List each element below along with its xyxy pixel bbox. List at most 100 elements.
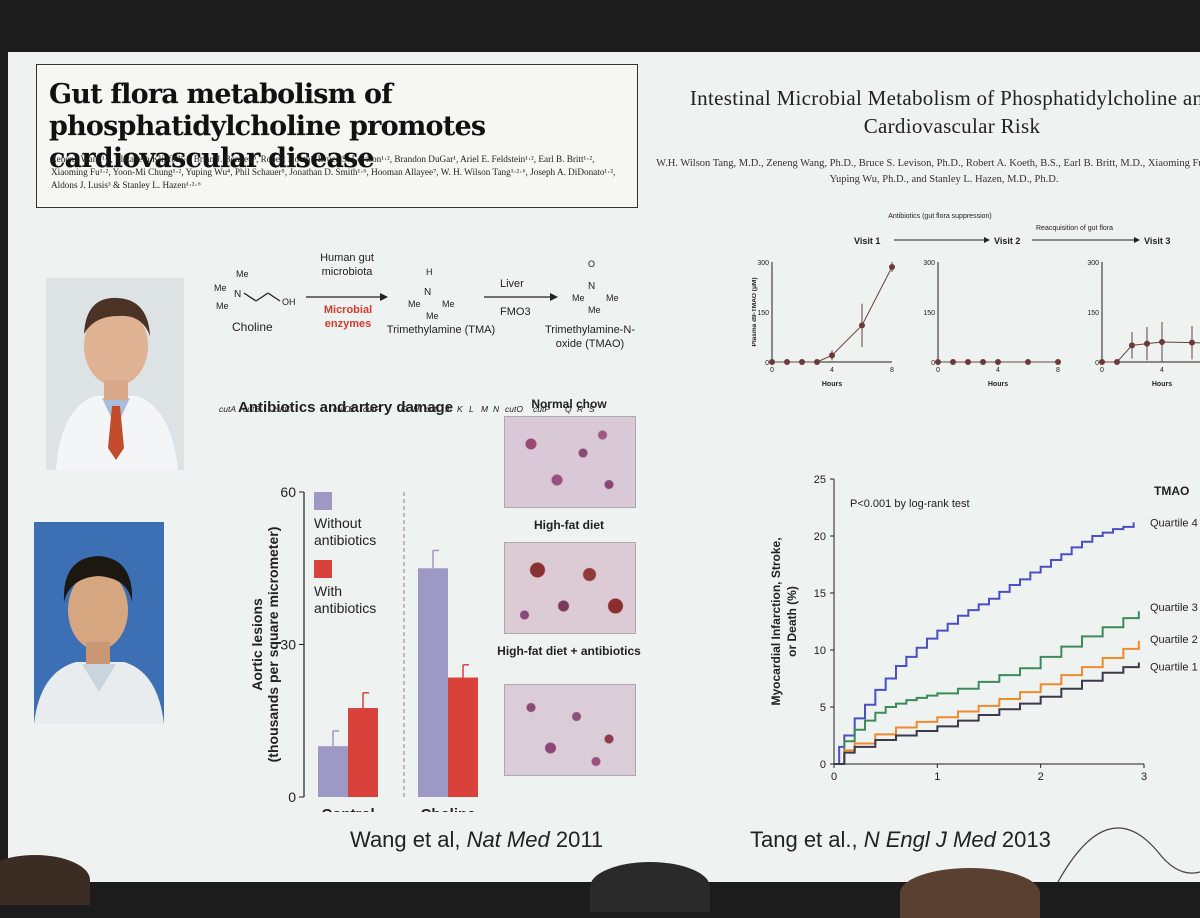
small-chart-0-xtick-1: 4 <box>830 367 834 374</box>
small-chart-0-point-0 <box>769 359 775 365</box>
svg-text:N: N <box>234 289 241 300</box>
small-chart-0-ytick-2: 300 <box>757 260 769 267</box>
citation-right-authors: Tang et al., <box>750 827 864 852</box>
decorative-curve <box>1057 827 1200 882</box>
bar-legend-line2-1: antibiotics <box>314 600 376 616</box>
audience-head-3 <box>900 868 1040 918</box>
small-chart-0-point-6 <box>889 264 895 270</box>
bar-y-tick-label-2: 60 <box>280 484 296 500</box>
visit-2-label: Visit 2 <box>994 236 1020 246</box>
portrait-1-graphic <box>46 278 184 470</box>
svg-text:Me: Me <box>606 293 619 303</box>
bar-legend-label-1: With antibiotics <box>314 583 376 616</box>
small-chart-1-point-2 <box>965 359 971 365</box>
km-series-line-0 <box>834 522 1135 765</box>
gene-label-16: Q <box>565 404 572 414</box>
small-chart-1-point-6 <box>1055 359 1061 365</box>
small-chart-2-ytick-0: 0 <box>1095 360 1099 367</box>
timeline-arrowhead-1 <box>984 237 990 243</box>
km-series-label-0: Quartile 4 <box>1150 517 1198 529</box>
arrowhead-liver <box>550 293 558 301</box>
small-chart-0-ytick-0: 0 <box>765 360 769 367</box>
km-xtick-label-2: 2 <box>1038 771 1044 782</box>
small-chart-1-ytick-1: 150 <box>923 310 935 317</box>
citation-left-authors: Wang et al, <box>350 827 467 852</box>
small-chart-1-xlabel: Hours <box>988 381 1008 388</box>
gene-label-4: E <box>349 404 355 414</box>
gene-label-18: S <box>589 404 595 414</box>
histology-label-high-fat-antibiotics: High-fat diet + antibiotics <box>497 644 641 658</box>
km-series-line-1 <box>834 611 1140 765</box>
svg-text:O: O <box>588 259 595 269</box>
km-xtick-label-1: 1 <box>934 771 940 782</box>
gene-label-11: L <box>469 404 474 414</box>
gene-label-14: cutO <box>505 404 523 414</box>
photo-researcher-2 <box>34 522 164 724</box>
citation-right-year: 2013 <box>995 827 1051 852</box>
bar-choline-series-0 <box>418 568 448 797</box>
gene-label-0: cutA <box>219 404 236 414</box>
small-chart-0-xtick-0: 0 <box>770 367 774 374</box>
small-chart-1-point-3 <box>980 359 986 365</box>
km-series-label-2: Quartile 2 <box>1150 634 1198 646</box>
small-chart-1-point-4 <box>995 359 1001 365</box>
gene-label-17: R <box>577 404 583 414</box>
km-legend-title: TMAO <box>1154 484 1189 498</box>
arrow1-bottom-label: Microbial enzymes <box>323 304 373 330</box>
small-chart-2-point-3 <box>1144 340 1150 347</box>
gene-label-8: cutI <box>425 404 439 414</box>
arrow1-top-label: Human gut microbiota <box>320 252 374 278</box>
citation-right-journal: N Engl J Med <box>863 827 996 852</box>
tma-label: Trimethylamine (TMA) <box>386 324 496 336</box>
svg-text:OH: OH <box>282 297 296 307</box>
km-pvalue-annotation: P<0.001 by log-rank test <box>850 498 970 510</box>
citation-left-year: 2011 <box>549 827 604 852</box>
portrait-2-graphic <box>34 522 164 724</box>
bar-control-series-0 <box>318 746 348 797</box>
gene-label-5: cutF <box>363 404 380 414</box>
visit-timeline: Visit 1 Antibiotics (gut flora suppressi… <box>854 213 1170 246</box>
bar-chart-plot: 0 30 60 Aortic lesions(thousands per square… <box>249 484 478 812</box>
presentation-slide: Gut flora metabolism of phosphatidylchol… <box>8 52 1200 882</box>
visit-1-label: Visit 1 <box>854 236 880 246</box>
small-chart-2-point-1 <box>1114 359 1120 365</box>
small-chart-0-ytick-1: 150 <box>757 310 769 317</box>
nat-med-paper-header: Gut flora metabolism of phosphatidylchol… <box>36 64 638 208</box>
histology-label-normal: Normal chow <box>531 397 607 411</box>
small-chart-2-xtick-0: 0 <box>1100 367 1104 374</box>
small-chart-2-xtick-1: 4 <box>1160 367 1164 374</box>
bar-y-axis-label-line-1: (thousands per square micrometer) <box>265 527 281 763</box>
bar-legend-swatch-1 <box>314 560 332 578</box>
small-chart-0-line <box>772 266 893 363</box>
svg-text:Me: Me <box>442 299 455 309</box>
gene-label-3: cutD <box>333 404 350 414</box>
gene-label-13: N <box>493 404 500 414</box>
antibiotics-bar-chart: Antibiotics and artery damage 0 30 60 Aorti… <box>238 399 478 812</box>
bar-y-tick-label-0: 0 <box>288 789 296 805</box>
km-ytick-label-3: 15 <box>814 588 826 600</box>
audience-head-2 <box>590 862 710 912</box>
small-chart-2-point-2 <box>1129 342 1135 349</box>
small-chart-0-xtick-2: 8 <box>890 367 894 374</box>
small-chart-0-point-3 <box>814 359 820 365</box>
arrowhead-microbial <box>380 293 388 301</box>
arrow2-bottom-label: FMO3 <box>500 306 531 318</box>
bar-legend-line1-1: With <box>314 583 342 599</box>
small-chart-0-point-5 <box>859 322 865 329</box>
nejm-paper-title: Intestinal Microbial Metabolism of Phosp… <box>689 86 1200 138</box>
small-chart-2-ytick-2: 300 <box>1087 260 1099 267</box>
small-chart-0-point-1 <box>784 359 790 365</box>
choline-label: Choline <box>232 320 273 334</box>
gene-label-6: G <box>401 404 408 414</box>
small-chart-ylabel: Plasma d9-TMAO (μM) <box>752 278 758 347</box>
kaplan-meier-chart: 05101520250123YearsMyocardial Infarction… <box>769 474 1198 782</box>
bar-legend-swatch-0 <box>314 492 332 510</box>
tmao-label: Trimethylamine-N-oxide (TMAO) <box>544 324 636 350</box>
timeline-arrowhead-2 <box>1134 237 1140 243</box>
km-xtick-label-3: 3 <box>1141 771 1147 782</box>
small-chart-1-xtick-2: 8 <box>1056 367 1060 374</box>
small-chart-0-point-4 <box>829 352 835 359</box>
histology-image-normal-chow <box>504 416 636 508</box>
small-chart-2-line <box>1102 341 1200 363</box>
gene-label-1: cutB <box>243 404 260 414</box>
